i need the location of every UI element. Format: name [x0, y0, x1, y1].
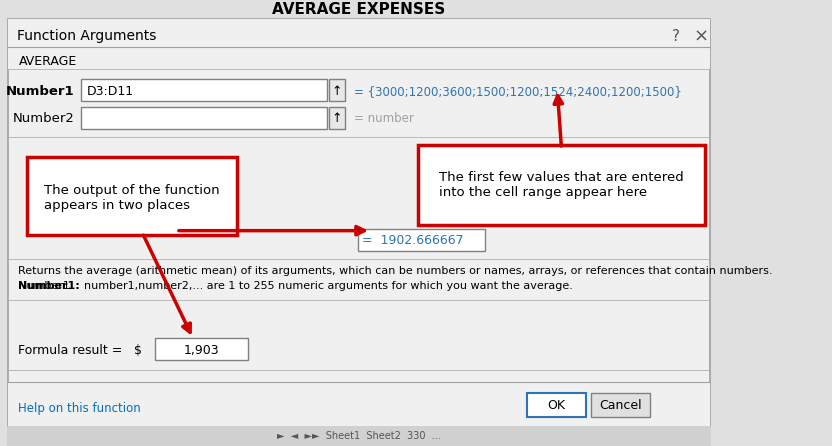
- Text: ↑: ↑: [332, 85, 342, 98]
- Text: = {3000;1200;3600;1500;1200;1524;2400;1200;1500}: = {3000;1200;3600;1500;1200;1524;2400;12…: [354, 85, 682, 98]
- Text: Number1: Number1: [6, 85, 74, 98]
- Text: ↑: ↑: [332, 112, 342, 125]
- FancyBboxPatch shape: [8, 19, 710, 47]
- FancyBboxPatch shape: [592, 393, 651, 417]
- FancyBboxPatch shape: [8, 19, 710, 426]
- Text: The output of the function
appears in two places: The output of the function appears in tw…: [44, 184, 220, 212]
- Text: D3:D11: D3:D11: [87, 85, 134, 98]
- Text: ►  ◄  ►►  Sheet1  Sheet2  330  ...: ► ◄ ►► Sheet1 Sheet2 330 ...: [277, 431, 441, 441]
- FancyBboxPatch shape: [7, 426, 711, 446]
- Text: Number1:   number1,number2,... are 1 to 255 numeric arguments for which you want: Number1: number1,number2,... are 1 to 25…: [18, 281, 573, 292]
- FancyBboxPatch shape: [329, 107, 345, 129]
- Text: Number2: Number2: [12, 112, 74, 125]
- FancyBboxPatch shape: [527, 393, 586, 417]
- Text: Function Arguments: Function Arguments: [17, 29, 156, 43]
- Text: ?: ?: [672, 29, 680, 44]
- Text: = number: = number: [354, 112, 414, 125]
- FancyBboxPatch shape: [329, 79, 345, 101]
- Text: 1,903: 1,903: [184, 344, 220, 357]
- Text: OK: OK: [547, 399, 566, 412]
- Text: AVERAGE EXPENSES: AVERAGE EXPENSES: [272, 2, 446, 17]
- Text: Cancel: Cancel: [600, 399, 642, 412]
- Text: Returns the average (arithmetic mean) of its arguments, which can be numbers or : Returns the average (arithmetic mean) of…: [18, 265, 773, 276]
- Text: $: $: [134, 344, 141, 357]
- Text: ×: ×: [694, 27, 709, 45]
- Text: AVERAGE: AVERAGE: [18, 55, 77, 68]
- FancyBboxPatch shape: [82, 107, 327, 129]
- FancyBboxPatch shape: [155, 339, 248, 360]
- Text: The first few values that are entered
into the cell range appear here: The first few values that are entered in…: [439, 171, 684, 199]
- FancyBboxPatch shape: [8, 382, 710, 426]
- FancyBboxPatch shape: [27, 157, 237, 235]
- Text: =  1902.666667: = 1902.666667: [363, 234, 464, 247]
- FancyBboxPatch shape: [82, 79, 327, 101]
- FancyBboxPatch shape: [359, 229, 485, 251]
- Text: Number1:: Number1:: [18, 281, 80, 292]
- FancyBboxPatch shape: [418, 145, 705, 225]
- Text: Formula result =: Formula result =: [18, 344, 123, 357]
- FancyBboxPatch shape: [8, 47, 710, 69]
- Text: Help on this function: Help on this function: [18, 401, 141, 415]
